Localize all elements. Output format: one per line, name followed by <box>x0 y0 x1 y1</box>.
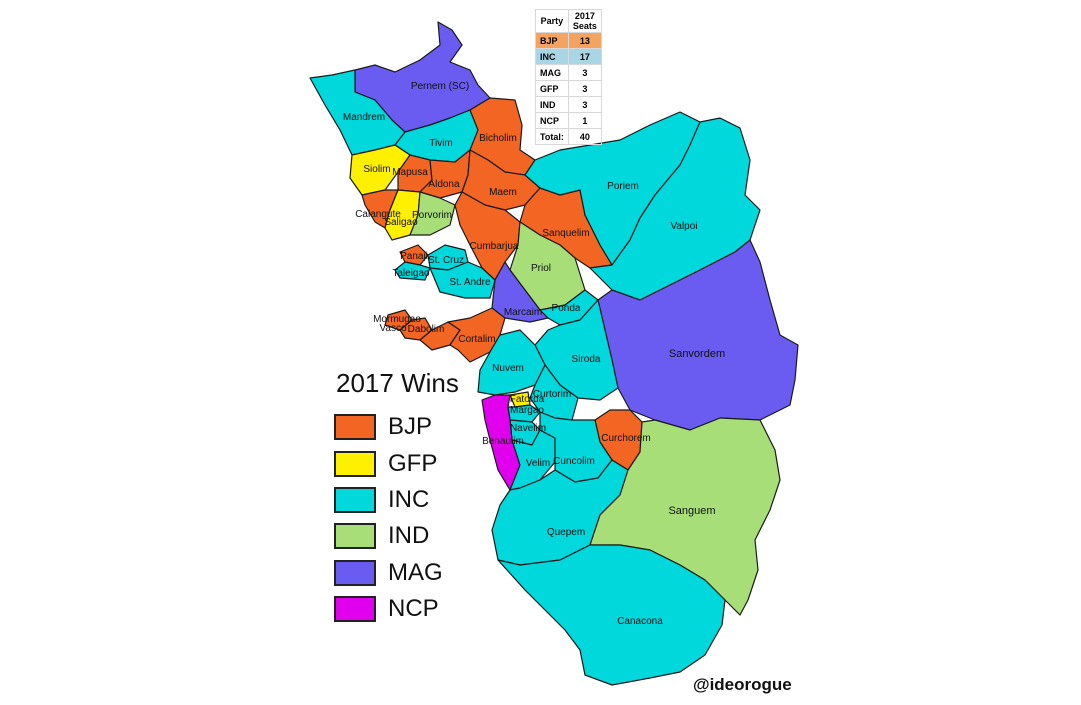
legend-title: 2017 Wins <box>336 368 459 398</box>
label-pernem: Pernem (SC) <box>411 81 469 92</box>
label-sanquelim: Sanquelim <box>542 228 589 239</box>
label-marcaim: Marcaim <box>504 307 542 318</box>
seats-count-cell: 1 <box>567 112 602 129</box>
label-maem: Maem <box>489 187 517 198</box>
label-ponda: Ponda <box>552 303 581 314</box>
legend-swatch <box>334 596 376 623</box>
legend-item: NCP <box>334 591 459 627</box>
seats-count-cell: 3 <box>567 80 602 97</box>
seats-count-cell: 17 <box>567 48 602 65</box>
label-mandrem: Mandrem <box>343 112 385 123</box>
seats-row: MAG 3 <box>535 64 602 81</box>
label-aldona: Aldona <box>428 179 460 190</box>
seats-row: IND 3 <box>535 96 602 113</box>
seats-count-cell: 3 <box>567 64 602 81</box>
label-tivim: Tivim <box>429 138 453 149</box>
legend-item: GFP <box>334 445 459 481</box>
legend-label: INC <box>388 485 430 513</box>
label-siolim: Siolim <box>363 164 390 175</box>
label-st-andre: St. Andre <box>449 277 491 288</box>
label-taleigao: Taleigao <box>392 268 430 279</box>
label-bicholim: Bicholim <box>479 133 517 144</box>
label-sanvordem: Sanvordem <box>669 348 725 360</box>
seats-count-cell: 13 <box>567 32 602 49</box>
label-mapusa: Mapusa <box>392 167 428 178</box>
label-vasco: Vasco <box>379 323 406 334</box>
seats-table: Party 2017 Seats BJP 13 INC 17 MAG 3 GFP 3 IND 3 N… <box>535 9 602 145</box>
label-dabolim: Dabolim <box>408 324 445 335</box>
label-calangute: Calangute <box>355 209 401 220</box>
legend-label: GFP <box>388 449 438 477</box>
label-panaji: Panaji <box>400 251 428 262</box>
credit-text: @ideorogue <box>693 675 792 694</box>
region-velim[interactable] <box>509 429 556 491</box>
label-curchorem: Curchorem <box>601 433 650 444</box>
seats-row: BJP 13 <box>535 32 602 49</box>
seats-party-cell: GFP <box>535 80 569 97</box>
label-mormugao: Mormugao <box>373 314 421 325</box>
label-canacona: Canacona <box>617 616 663 627</box>
label-fatorda: Fatorda <box>510 394 545 405</box>
legend-swatch <box>334 486 376 513</box>
label-cortalim: Cortalim <box>458 334 495 345</box>
legend-item: IND <box>334 518 459 554</box>
legend-item: BJP <box>334 409 459 445</box>
seats-row: INC 17 <box>535 48 602 65</box>
seats-table-header: Party 2017 Seats <box>535 9 602 33</box>
legend-label: NCP <box>388 595 439 623</box>
label-benaulim: Benaulim <box>482 436 524 447</box>
legend-label: BJP <box>388 413 433 441</box>
label-cumbarjua: Cumbarjua <box>470 241 519 252</box>
label-curtorim: Curtorim <box>533 389 571 400</box>
region-porvorim[interactable] <box>409 191 456 236</box>
seats-header-party: Party <box>535 9 569 33</box>
seats-party-cell: BJP <box>535 32 569 49</box>
label-valpoi: Valpoi <box>670 221 697 232</box>
legend-swatch <box>334 450 376 477</box>
seats-party-cell: INC <box>535 48 569 65</box>
legend-swatch <box>334 523 376 550</box>
seats-party-cell: NCP <box>535 112 569 129</box>
label-navelim: Navelim <box>510 423 546 434</box>
label-porvorim: Porvorim <box>412 210 452 221</box>
seats-party-cell: IND <box>535 96 569 113</box>
legend-swatch <box>334 559 376 586</box>
legend-item: MAG <box>334 555 459 591</box>
legend-label: MAG <box>388 558 443 586</box>
seats-row: GFP 3 <box>535 80 602 97</box>
label-saligao: Saligao <box>384 217 418 228</box>
label-st-cruz: St. Cruz <box>428 255 464 266</box>
label-nuvem: Nuvem <box>492 363 524 374</box>
label-velim: Velim <box>526 458 550 469</box>
legend-label: IND <box>388 522 430 550</box>
label-priol: Priol <box>531 263 551 274</box>
seats-row: NCP 1 <box>535 112 602 129</box>
label-cuncolim: Cuncolim <box>553 456 595 467</box>
region-canacona[interactable] <box>497 544 726 686</box>
label-poriem: Poriem <box>607 181 639 192</box>
region-panaji[interactable] <box>399 244 429 266</box>
label-sanguem: Sanguem <box>668 505 715 517</box>
label-siroda: Siroda <box>572 354 601 365</box>
label-quepem: Quepem <box>547 527 585 538</box>
label-margao: Margao <box>510 405 544 416</box>
legend-item: INC <box>334 482 459 518</box>
legend: 2017 Wins BJP GFP INC IND MAG NCP <box>334 368 459 627</box>
legend-swatch <box>334 414 376 441</box>
seats-count-cell: 40 <box>567 128 602 145</box>
seats-header-seats: 2017 Seats <box>567 9 602 33</box>
seats-party-cell: Total: <box>535 128 569 145</box>
seats-count-cell: 3 <box>567 96 602 113</box>
seats-party-cell: MAG <box>535 64 569 81</box>
seats-row: Total: 40 <box>535 128 602 145</box>
